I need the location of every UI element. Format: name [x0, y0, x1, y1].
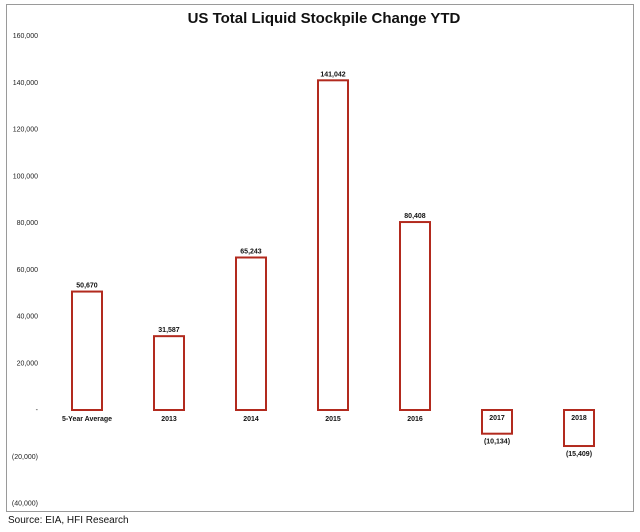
source-note: Source: EIA, HFI Research — [8, 515, 129, 526]
y-tick-label: 80,000 — [17, 220, 39, 227]
y-tick-label: 120,000 — [13, 127, 38, 134]
y-tick-label: 140,000 — [13, 80, 38, 87]
y-tick-label: 40,000 — [17, 314, 39, 321]
data-label: 50,670 — [76, 283, 98, 290]
x-tick-label: 2017 — [489, 415, 505, 422]
x-tick-label: 2015 — [325, 416, 341, 423]
bar — [563, 409, 595, 448]
y-axis: 160,000 140,000 120,000 100,000 80,000 60,000… — [12, 33, 39, 508]
bar — [71, 290, 103, 411]
y-tick-label: (40,000) — [12, 501, 38, 508]
data-labels: 50,670 31,587 65,243 141,042 80,408 (10,134) (… — [76, 71, 592, 458]
x-tick-label: 2013 — [161, 416, 177, 423]
y-tick-label: (20,000) — [12, 454, 38, 461]
data-label: (15,409) — [566, 451, 592, 458]
bar — [235, 256, 267, 411]
data-label: 65,243 — [240, 248, 262, 255]
x-tick-label: 5-Year Average — [62, 416, 112, 423]
y-tick-label: 60,000 — [17, 267, 39, 274]
bar — [153, 335, 185, 411]
bars — [71, 79, 595, 448]
data-label: 141,042 — [320, 71, 345, 78]
data-label: 80,408 — [404, 213, 426, 220]
x-tick-label: 2016 — [407, 416, 423, 423]
chart-title: US Total Liquid Stockpile Change YTD — [188, 10, 461, 27]
bar — [481, 409, 513, 435]
bar — [317, 79, 349, 411]
y-tick-label: 160,000 — [13, 33, 38, 40]
y-tick-label: 20,000 — [17, 360, 39, 367]
x-tick-label: 2014 — [243, 416, 259, 423]
bar — [399, 221, 431, 411]
data-label: 31,587 — [158, 327, 180, 334]
data-label: (10,134) — [484, 439, 510, 446]
x-axis: 5-Year Average 2013 2014 2015 2016 2017 2018 — [62, 415, 587, 423]
y-tick-label: 100,000 — [13, 173, 38, 180]
y-tick-label: - — [36, 407, 39, 414]
x-tick-label: 2018 — [571, 415, 587, 422]
